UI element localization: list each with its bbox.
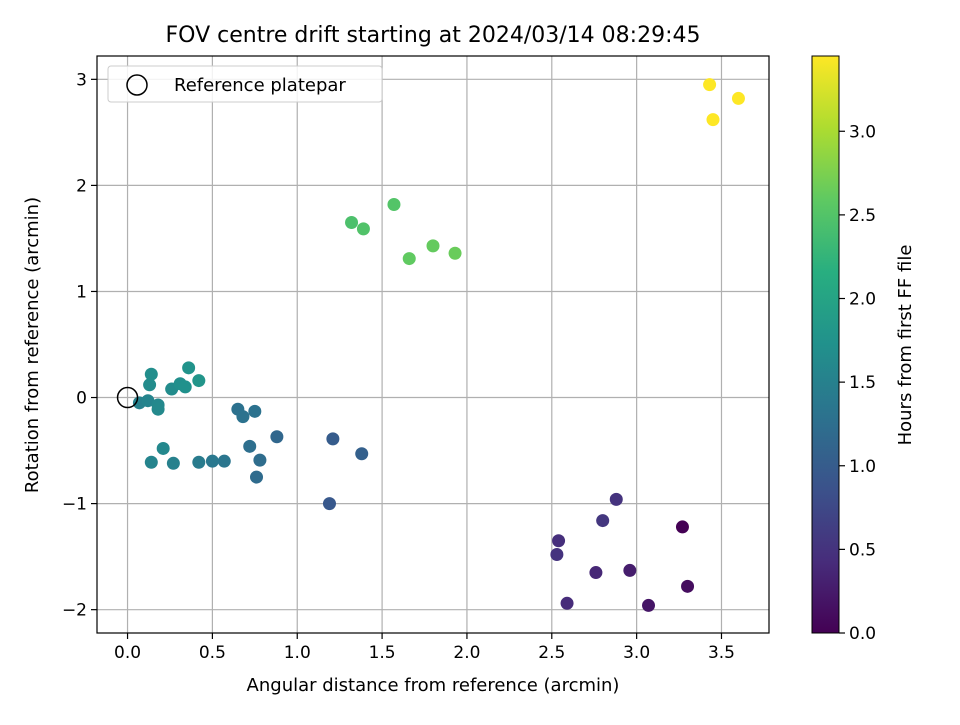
data-point xyxy=(560,596,574,610)
data-point xyxy=(182,361,196,375)
data-point xyxy=(166,456,180,470)
x-axis-label: Angular distance from reference (arcmin) xyxy=(247,675,620,696)
data-point xyxy=(675,520,689,534)
chart-title: FOV centre drift starting at 2024/03/14 … xyxy=(166,23,701,48)
grid xyxy=(97,56,769,633)
legend: Reference platepar xyxy=(107,65,383,103)
x-tick-label: 0.0 xyxy=(114,643,141,663)
data-point xyxy=(326,432,340,446)
data-point xyxy=(623,563,637,577)
colorbar: 0.0 0.5 1.0 1.5 2.0 2.5 3.0 Hours from first F… xyxy=(811,55,916,644)
colorbar-tick-label: 2.5 xyxy=(849,206,876,226)
data-point xyxy=(706,113,720,127)
colorbar-tick-label: 1.5 xyxy=(849,373,876,393)
data-point xyxy=(345,216,359,230)
data-point xyxy=(448,246,462,260)
data-point xyxy=(141,394,155,408)
data-point xyxy=(731,91,745,105)
data-point xyxy=(243,439,257,453)
data-point xyxy=(596,514,610,528)
x-tick-label: 3.5 xyxy=(708,643,735,663)
colorbar-label: Hours from first FF file xyxy=(895,245,916,446)
data-point xyxy=(144,455,158,469)
data-point xyxy=(703,78,717,92)
colorbar-tick-label: 2.0 xyxy=(849,290,876,310)
legend-box xyxy=(107,65,383,103)
y-tick-label: 1 xyxy=(76,282,87,302)
y-tick-label: 3 xyxy=(76,70,87,90)
data-point xyxy=(387,197,401,211)
x-tick-label: 1.5 xyxy=(369,643,396,663)
colorbar-tick-label: 3.0 xyxy=(849,122,876,142)
y-axis-label: Rotation from reference (arcmin) xyxy=(22,197,43,493)
data-point xyxy=(356,222,370,236)
data-point xyxy=(236,410,250,424)
data-point xyxy=(250,470,264,484)
data-point xyxy=(402,252,416,266)
data-point xyxy=(156,441,170,455)
data-point xyxy=(143,378,157,392)
data-point xyxy=(426,239,440,253)
data-point xyxy=(681,579,695,593)
y-tick-label: −2 xyxy=(62,601,87,621)
data-point xyxy=(151,402,165,416)
y-tick-label: 2 xyxy=(76,176,87,196)
data-point xyxy=(642,598,656,612)
colorbar-gradient xyxy=(811,55,840,634)
x-tick-label: 3.0 xyxy=(623,643,650,663)
x-tick-label: 0.5 xyxy=(199,643,226,663)
y-tick-label: 0 xyxy=(76,389,87,409)
data-point xyxy=(355,447,369,461)
x-tick-label: 2.0 xyxy=(453,643,480,663)
data-point xyxy=(248,404,262,418)
data-point xyxy=(205,454,219,468)
data-point xyxy=(322,497,336,511)
plot-frame xyxy=(96,55,770,634)
colorbar-tick-label: 1.0 xyxy=(849,457,876,477)
data-point xyxy=(552,534,566,548)
data-point xyxy=(192,374,206,388)
legend-entry-reference-platepar: Reference platepar xyxy=(174,75,346,96)
data-point xyxy=(217,454,231,468)
data-point xyxy=(550,548,564,562)
x-axis-ticks: 0.0 0.5 1.0 1.5 2.0 2.5 3.0 3.5 xyxy=(114,633,735,663)
y-tick-label: −1 xyxy=(62,495,87,515)
colorbar-ticks: 0.0 0.5 1.0 1.5 2.0 2.5 3.0 xyxy=(839,122,876,644)
x-tick-label: 2.5 xyxy=(538,643,565,663)
data-points xyxy=(116,78,745,612)
data-point xyxy=(192,455,206,469)
data-point xyxy=(270,430,284,444)
data-point xyxy=(178,380,192,394)
reference-platepar-marker xyxy=(116,386,139,409)
data-point xyxy=(609,492,623,506)
data-point xyxy=(589,566,603,580)
legend-marker-icon xyxy=(126,74,148,96)
data-point xyxy=(144,367,158,381)
colorbar-tick-label: 0.5 xyxy=(849,540,876,560)
y-axis-ticks: −2 −1 0 1 2 3 xyxy=(62,70,97,621)
x-tick-label: 1.0 xyxy=(284,643,311,663)
colorbar-tick-label: 0.0 xyxy=(849,624,876,644)
data-point xyxy=(253,453,267,467)
